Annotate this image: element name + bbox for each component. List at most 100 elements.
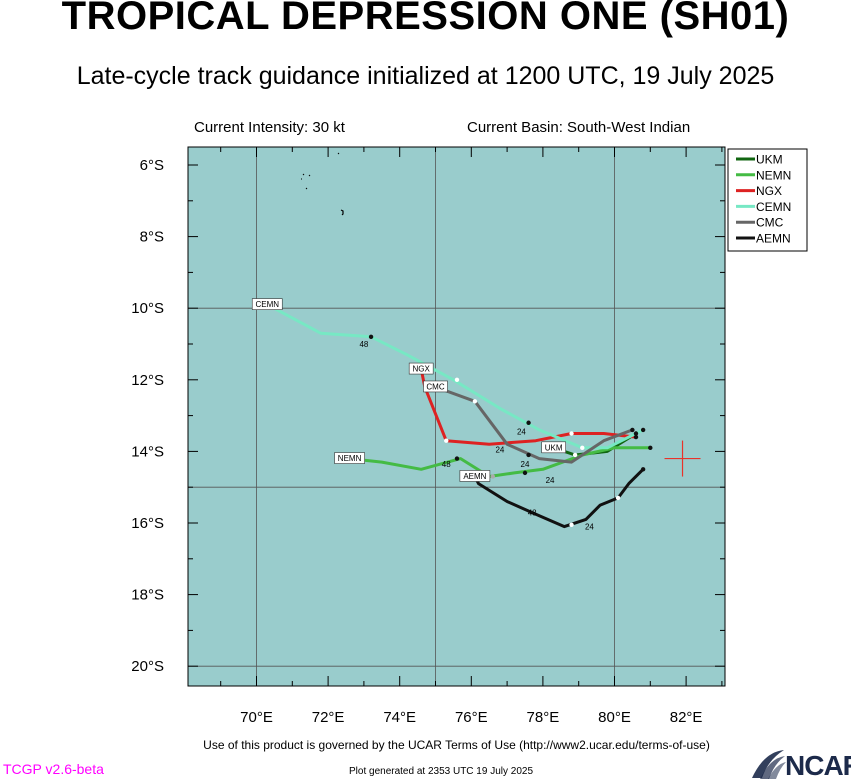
page-subtitle: Late-cycle track guidance initialized at… xyxy=(76,62,775,90)
current-basin-label: Current Basin: South-West Indian xyxy=(467,119,691,136)
track-end-label-box xyxy=(459,470,491,482)
map-ocean xyxy=(188,147,725,686)
forecast-hour-label: 24 xyxy=(521,460,530,469)
track-end-label-text: CEMN xyxy=(255,300,279,309)
legend-label: AEMN xyxy=(756,232,791,246)
track-dot xyxy=(648,445,653,451)
legend-entry-ngx: NGX xyxy=(736,184,782,198)
x-tick-label: 74°E xyxy=(383,709,416,726)
x-tick-label: 80°E xyxy=(598,709,631,726)
forecast-hour-labels: 24 48 24 24 48 24 24 48 xyxy=(359,340,594,532)
track-dot xyxy=(490,474,495,479)
legend-box xyxy=(727,148,808,252)
track-dot xyxy=(580,445,585,451)
map-islands xyxy=(301,152,344,216)
forecast-hour-label: 24 xyxy=(585,523,594,532)
track-dot xyxy=(633,431,639,436)
y-tick-label: 14°S xyxy=(131,443,164,460)
track-dot xyxy=(368,334,374,340)
forecast-hour-label: 48 xyxy=(528,508,537,517)
track-dot xyxy=(572,452,578,458)
track-dot xyxy=(630,427,635,433)
track-end-label-ukm: UKM xyxy=(541,441,566,454)
track-dot xyxy=(633,434,639,440)
ncar-logo-text: NCAR xyxy=(785,750,851,781)
current-position-marker xyxy=(664,440,701,477)
track-dot xyxy=(615,495,621,501)
track-end-label-ngx: NGX xyxy=(408,362,434,375)
version-label: TCGP v2.6-beta xyxy=(3,761,104,777)
page-title: TROPICAL DEPRESSION ONE (SH01) xyxy=(61,0,790,38)
track-end-label-box xyxy=(541,441,566,454)
track-end-label-box xyxy=(251,298,283,310)
legend-entry-aemn: AEMN xyxy=(736,232,791,246)
legend-entry-cmc: CMC xyxy=(736,216,784,230)
track-end-label-text: NEMN xyxy=(338,454,362,463)
track-end-label-box xyxy=(408,362,434,375)
legend-label: CMC xyxy=(756,216,784,230)
y-tick-label: 12°S xyxy=(131,372,164,389)
track-end-label-aemn: AEMN xyxy=(459,470,491,482)
y-tick-label: 16°S xyxy=(131,515,164,532)
legend-label: UKM xyxy=(756,153,783,167)
plot-frame xyxy=(187,146,726,687)
x-tick-label: 76°E xyxy=(455,709,488,726)
track-dot xyxy=(640,467,646,472)
x-tick-label: 70°E xyxy=(240,709,273,726)
terms-of-use-notice: Use of this product is governed by the U… xyxy=(203,738,710,752)
forecast-hour-label: 48 xyxy=(442,460,451,469)
track-end-label-text: NGX xyxy=(413,365,431,374)
track-end-label-box xyxy=(334,452,365,464)
forecast-track-dots xyxy=(368,334,653,527)
track-end-label-text: AEMN xyxy=(463,472,486,481)
track-line-ngx xyxy=(419,367,638,446)
track-line-aemn xyxy=(473,467,645,529)
track-line-nemn xyxy=(348,446,652,478)
track-dot xyxy=(569,431,574,436)
legend-label: NGX xyxy=(756,184,782,198)
legend-entry-ukm: UKM xyxy=(736,153,783,167)
ncar-logo-icon xyxy=(752,750,786,779)
y-tick-label: 6°S xyxy=(140,157,164,174)
y-tick-label: 20°S xyxy=(131,658,164,675)
track-dot xyxy=(526,452,531,458)
current-intensity-label: Current Intensity: 30 kt xyxy=(194,119,345,136)
forecast-tracks xyxy=(265,303,652,529)
forecast-hour-label: 24 xyxy=(517,428,526,437)
y-tick-label: 18°S xyxy=(131,587,164,604)
plot-generated-label: Plot generated at 2353 UTC 19 July 2025 xyxy=(349,766,534,777)
forecast-hour-label: 24 xyxy=(495,446,504,455)
track-dot xyxy=(454,456,460,461)
track-end-label-box xyxy=(423,380,448,393)
track-dot xyxy=(526,420,531,425)
x-tick-label: 78°E xyxy=(527,709,560,726)
axis-ticks: 70°E 72°E 74°E 76°E 78°E 80°E 82°E 6°S 8°S 10°S 12… xyxy=(131,147,725,726)
island xyxy=(301,173,311,190)
x-tick-label: 82°E xyxy=(670,709,703,726)
legend-label: NEMN xyxy=(756,168,791,182)
track-dot xyxy=(522,470,528,476)
track-end-label-text: CMC xyxy=(426,382,444,391)
track-dot xyxy=(454,377,460,382)
legend-entry-cemn: CEMN xyxy=(736,200,791,214)
track-end-label-cmc: CMC xyxy=(423,380,448,393)
track-dot xyxy=(569,522,574,527)
track-end-labels: UKM NEMN NGX CEMN CMC AEMN xyxy=(251,298,566,482)
legend-entry-nemn: NEMN xyxy=(736,168,791,182)
y-tick-label: 10°S xyxy=(131,300,164,317)
forecast-hour-label: 24 xyxy=(546,476,555,485)
track-end-label-text: UKM xyxy=(545,443,563,452)
island xyxy=(337,152,340,155)
track-dot xyxy=(640,427,646,433)
track-dot xyxy=(472,399,478,404)
track-end-label-cemn: CEMN xyxy=(251,298,283,310)
x-tick-label: 72°E xyxy=(312,709,345,726)
forecast-hour-label: 48 xyxy=(359,340,368,349)
track-end-label-nemn: NEMN xyxy=(334,452,365,464)
track-dot xyxy=(444,438,449,443)
y-tick-label: 8°S xyxy=(140,229,164,246)
island xyxy=(340,209,344,216)
legend-label: CEMN xyxy=(756,200,791,214)
